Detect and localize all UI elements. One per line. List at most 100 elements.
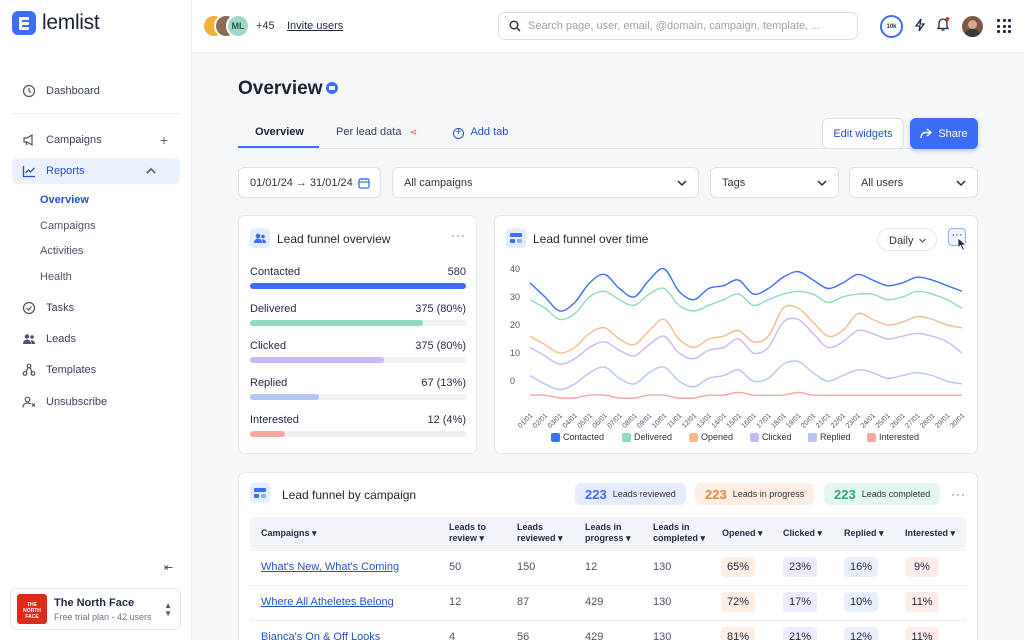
- sidebar-subitem-campaigns[interactable]: Campaigns: [40, 220, 96, 232]
- column-header-leads-in-progress[interactable]: Leads in progress: [585, 522, 637, 544]
- more-options-icon[interactable]: ···: [951, 487, 966, 501]
- workspace-logo: THE NORTH FACE: [17, 594, 47, 624]
- video-badge-icon[interactable]: [326, 82, 338, 94]
- share-button[interactable]: Share: [910, 118, 978, 149]
- share-icon: ⋖: [409, 127, 418, 137]
- y-tick-label: 10: [510, 348, 520, 358]
- series-line-interested: [529, 391, 962, 400]
- legend-checkbox-icon[interactable]: [689, 432, 698, 442]
- sidebar-item-dashboard[interactable]: Dashboard: [12, 78, 180, 104]
- legend-item-interested[interactable]: Interested: [867, 432, 919, 442]
- column-header-opened[interactable]: Opened: [722, 528, 763, 539]
- legend-item-replied[interactable]: Replied: [808, 432, 851, 442]
- tab-overview[interactable]: Overview: [255, 126, 304, 138]
- period-select[interactable]: Daily: [877, 228, 937, 251]
- sidebar-item-reports[interactable]: Reports: [12, 158, 180, 184]
- sidebar-subitem-health[interactable]: Health: [40, 271, 72, 283]
- sidebar: lemlist Dashboard Campaigns + Reports Ov…: [0, 0, 192, 640]
- invite-users-link[interactable]: Invite users: [287, 20, 344, 32]
- legend-item-contacted[interactable]: Contacted: [551, 432, 604, 442]
- column-header-replied[interactable]: Replied: [844, 528, 884, 539]
- bell-icon[interactable]: [936, 16, 950, 32]
- lemlist-logo[interactable]: lemlist: [12, 11, 100, 35]
- legend-checkbox-icon[interactable]: [551, 432, 560, 442]
- lightning-icon[interactable]: [914, 18, 926, 32]
- legend-label: Delivered: [634, 432, 673, 442]
- tags-filter[interactable]: Tags: [710, 167, 839, 198]
- legend-item-delivered[interactable]: Delivered: [622, 432, 672, 442]
- funnel-label: Clicked: [250, 340, 287, 352]
- avatar-initials[interactable]: ML: [226, 14, 250, 38]
- sidebar-item-leads[interactable]: Leads: [12, 326, 180, 352]
- chevron-down-icon: [919, 238, 926, 243]
- campaign-link[interactable]: What's New, What's Coming: [261, 561, 400, 573]
- legend-item-clicked[interactable]: Clicked: [750, 432, 792, 442]
- credits-badge[interactable]: 10k: [880, 15, 903, 38]
- rate-badge-clicked: 23%: [783, 557, 817, 577]
- lemlist-logo-icon: [12, 11, 36, 35]
- funnel-value: 580: [447, 266, 466, 278]
- legend-checkbox-icon[interactable]: [750, 432, 759, 442]
- funnel-progress-bar: [250, 283, 466, 289]
- leads-completed-pill: 223 Leads completed: [824, 483, 941, 505]
- row-divider: [250, 550, 966, 551]
- sidebar-subitem-overview[interactable]: Overview: [40, 194, 89, 206]
- funnel-progress-track: [250, 357, 466, 363]
- campaigns-filter[interactable]: All campaigns: [392, 167, 699, 198]
- funnel-progress-bar: [250, 320, 423, 326]
- column-header-interested[interactable]: Interested: [905, 528, 955, 539]
- table-cell-to-review: 50: [449, 561, 462, 573]
- more-options-icon[interactable]: ···: [451, 228, 466, 242]
- column-header-leads-completed[interactable]: Leads in completed: [653, 522, 719, 544]
- campaign-link[interactable]: Bianca's On & Off Looks: [261, 631, 381, 640]
- chevron-up-icon[interactable]: [144, 164, 158, 178]
- sidebar-subitem-activities[interactable]: Activities: [40, 245, 84, 257]
- legend-checkbox-icon[interactable]: [808, 432, 817, 442]
- campaign-link[interactable]: Where All Atheletes Belong: [261, 596, 394, 608]
- sidebar-item-tasks[interactable]: Tasks: [12, 295, 180, 321]
- apps-grid-icon[interactable]: [997, 19, 1011, 33]
- series-line-delivered: [529, 287, 963, 321]
- date-range-filter[interactable]: 01/01/24 → 31/01/24: [238, 167, 381, 198]
- sidebar-item-templates[interactable]: Templates: [12, 357, 180, 383]
- chevron-updown-icon: ▲ ▼: [164, 601, 172, 618]
- chart-widget-icon: [506, 228, 526, 248]
- legend-item-opened[interactable]: Opened: [689, 432, 733, 442]
- users-icon: [23, 334, 35, 344]
- rate-badge-opened: 72%: [721, 592, 755, 612]
- series-line-opened: [529, 304, 963, 354]
- workspace-name: The North Face: [54, 596, 135, 609]
- user-avatar[interactable]: [962, 16, 983, 37]
- column-header-campaigns[interactable]: Campaigns: [261, 528, 317, 539]
- add-campaign-icon[interactable]: +: [159, 132, 168, 148]
- chevron-down-icon: [677, 180, 687, 187]
- lead-funnel-by-campaign-title: Lead funnel by campaign: [282, 488, 417, 502]
- column-header-clicked[interactable]: Clicked: [783, 528, 822, 539]
- sidebar-item-unsubscribe[interactable]: Unsubscribe: [12, 389, 180, 415]
- pill-label: Leads reviewed: [612, 489, 676, 499]
- tab-label: Add tab: [470, 126, 509, 138]
- sidebar-item-campaigns[interactable]: Campaigns +: [12, 127, 180, 153]
- column-header-leads-reviewed[interactable]: Leads reviewed: [517, 522, 579, 544]
- legend-checkbox-icon[interactable]: [867, 432, 876, 442]
- search-bar[interactable]: [498, 12, 858, 40]
- tab-add[interactable]: + Add tab: [453, 126, 508, 139]
- extra-users-count[interactable]: +45: [256, 20, 275, 32]
- row-divider: [250, 620, 966, 621]
- rate-badge-replied: 12%: [844, 627, 878, 640]
- search-input[interactable]: [528, 20, 828, 32]
- legend-checkbox-icon[interactable]: [622, 432, 631, 442]
- series-line-contacted: [529, 267, 963, 312]
- edit-widgets-button[interactable]: Edit widgets: [822, 118, 904, 149]
- legend-label: Interested: [879, 432, 920, 442]
- table-cell-completed: 130: [653, 561, 672, 573]
- sidebar-item-label: Dashboard: [46, 85, 100, 97]
- calendar-icon: [358, 178, 370, 189]
- collapse-sidebar-icon[interactable]: ⇤: [164, 562, 174, 574]
- column-header-leads-to-review[interactable]: Leads to review: [449, 522, 511, 544]
- users-filter[interactable]: All users: [849, 167, 978, 198]
- tab-per-lead-data[interactable]: Per lead data ⋖: [336, 126, 417, 138]
- workspace-switcher[interactable]: THE NORTH FACE The North Face Free trial…: [10, 588, 181, 630]
- funnel-progress-track: [250, 431, 466, 437]
- rate-badge-replied: 10%: [844, 592, 878, 612]
